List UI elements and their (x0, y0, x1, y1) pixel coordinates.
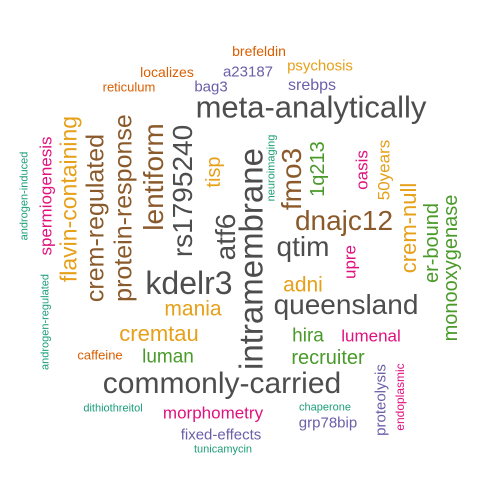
word-grp78bip: grp78bip (298, 414, 358, 432)
word-adni: adni (283, 273, 323, 297)
word-chaperone: chaperone (299, 401, 351, 414)
word-monooxygenase: monooxygenase (440, 194, 462, 342)
word-dithiothreitol: dithiothreitol (83, 402, 143, 415)
word-1q213: 1q213 (307, 141, 329, 197)
word-hira: hira (292, 325, 324, 347)
word-er-bound: er-bound (421, 202, 443, 284)
word-tisp: tisp (203, 156, 225, 188)
word-meta-analytically: meta-analytically (195, 89, 427, 125)
word-caffeine: caffeine (77, 347, 123, 363)
word-reticulum: reticulum (102, 79, 156, 95)
word-a23187: a23187 (222, 63, 274, 81)
word-dnajc12: dnajc12 (294, 205, 394, 236)
word-neuroimaging: neuroimaging (265, 134, 278, 202)
word-spermiogenesis: spermiogenesis (36, 136, 56, 256)
word-localizes: localizes (140, 64, 194, 80)
word-queensland: queensland (273, 289, 419, 320)
word-upre: upre (340, 244, 360, 280)
word-mania: mania (164, 297, 222, 321)
word-androgen-induced: androgen-induced (18, 151, 31, 241)
word-cremtau: cremtau (119, 321, 199, 346)
word-psychosis: psychosis (287, 57, 353, 75)
word-oasis: oasis (352, 150, 372, 190)
word-srebps: srebps (287, 77, 337, 94)
word-recruiter: recruiter (291, 347, 365, 369)
word-rs1795240: rs1795240 (167, 124, 198, 258)
word-androgen-regulated: androgen-regulated (39, 273, 52, 371)
word-lentiform: lentiform (138, 123, 169, 231)
word-kdelr3: kdelr3 (145, 265, 233, 301)
word-proteolysis: proteolysis (372, 364, 390, 436)
word-tunicamycin: tunicamycin (193, 443, 253, 456)
word-endoplasmic: endoplasmic (393, 363, 407, 431)
word-qtim: qtim (276, 231, 330, 262)
word-atf6: atf6 (210, 213, 241, 261)
word-bag3: bag3 (194, 78, 228, 96)
word-luman: luman (142, 346, 194, 368)
word-50years: 50years (374, 139, 394, 201)
word-crem-null: crem-null (396, 182, 421, 274)
word-commonly-carried: commonly-carried (102, 367, 342, 400)
word-fmo3: fmo3 (276, 147, 307, 211)
word-lumenal: lumenal (341, 326, 401, 346)
word-morphometry: morphometry (162, 403, 264, 423)
word-crem-regulated: crem-regulated (81, 133, 110, 303)
word-protein-response: protein-response (109, 114, 138, 302)
word-fixed-effects: fixed-effects (180, 426, 262, 444)
word-flavin-containing: flavin-containing (55, 115, 82, 283)
word-brefeldin: brefeldin (232, 43, 286, 59)
